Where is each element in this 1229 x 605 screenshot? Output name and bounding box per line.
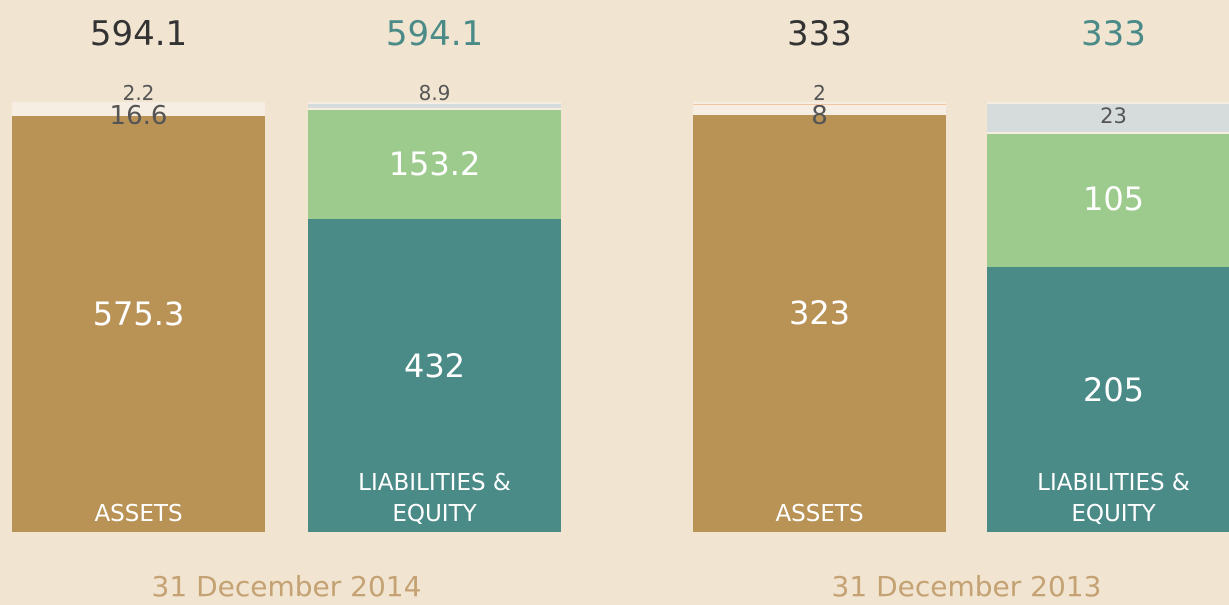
- bar-segment: [308, 219, 561, 532]
- segment-label: 205: [1082, 370, 1145, 409]
- segment-label: 105: [1082, 180, 1145, 219]
- bar-total: 333: [787, 14, 852, 54]
- segment-label: 575.3: [92, 294, 185, 333]
- bar-segment: [308, 108, 561, 220]
- bar-segment: [308, 102, 561, 109]
- bar-name: LIABILITIES & EQUITY: [358, 469, 511, 527]
- bar-total: 594.1: [385, 14, 484, 54]
- segment-label: 16.6: [109, 100, 168, 131]
- segment-label: 23: [1100, 104, 1127, 129]
- bar-segment: [12, 102, 265, 104]
- segment-label: 432: [403, 346, 466, 385]
- bar-segment: [693, 114, 946, 532]
- bar-segment: [12, 115, 265, 532]
- bar-segment: [987, 102, 1229, 132]
- bar-total: 594.1: [89, 14, 188, 54]
- segment-label: 8.9: [418, 81, 451, 105]
- segment-label: 153.2: [388, 144, 481, 183]
- bar-name: ASSETS: [775, 500, 864, 527]
- segment-label: 2.2: [122, 81, 155, 105]
- segment-label: 8: [811, 100, 828, 131]
- bar-segment: [693, 104, 946, 115]
- bar-name: ASSETS: [94, 500, 183, 527]
- bar-name: LIABILITIES & EQUITY: [1037, 469, 1190, 527]
- group-label: 31 December 2014: [151, 570, 422, 603]
- bar-segment: [987, 267, 1229, 532]
- bar-segment: [693, 102, 946, 105]
- bar-segment: [12, 103, 265, 116]
- segment-label: 2: [813, 81, 826, 105]
- bar-total: 333: [1081, 14, 1146, 54]
- segment-label: 323: [788, 294, 851, 333]
- group-label: 31 December 2013: [831, 570, 1102, 603]
- bar-segment: [987, 131, 1229, 268]
